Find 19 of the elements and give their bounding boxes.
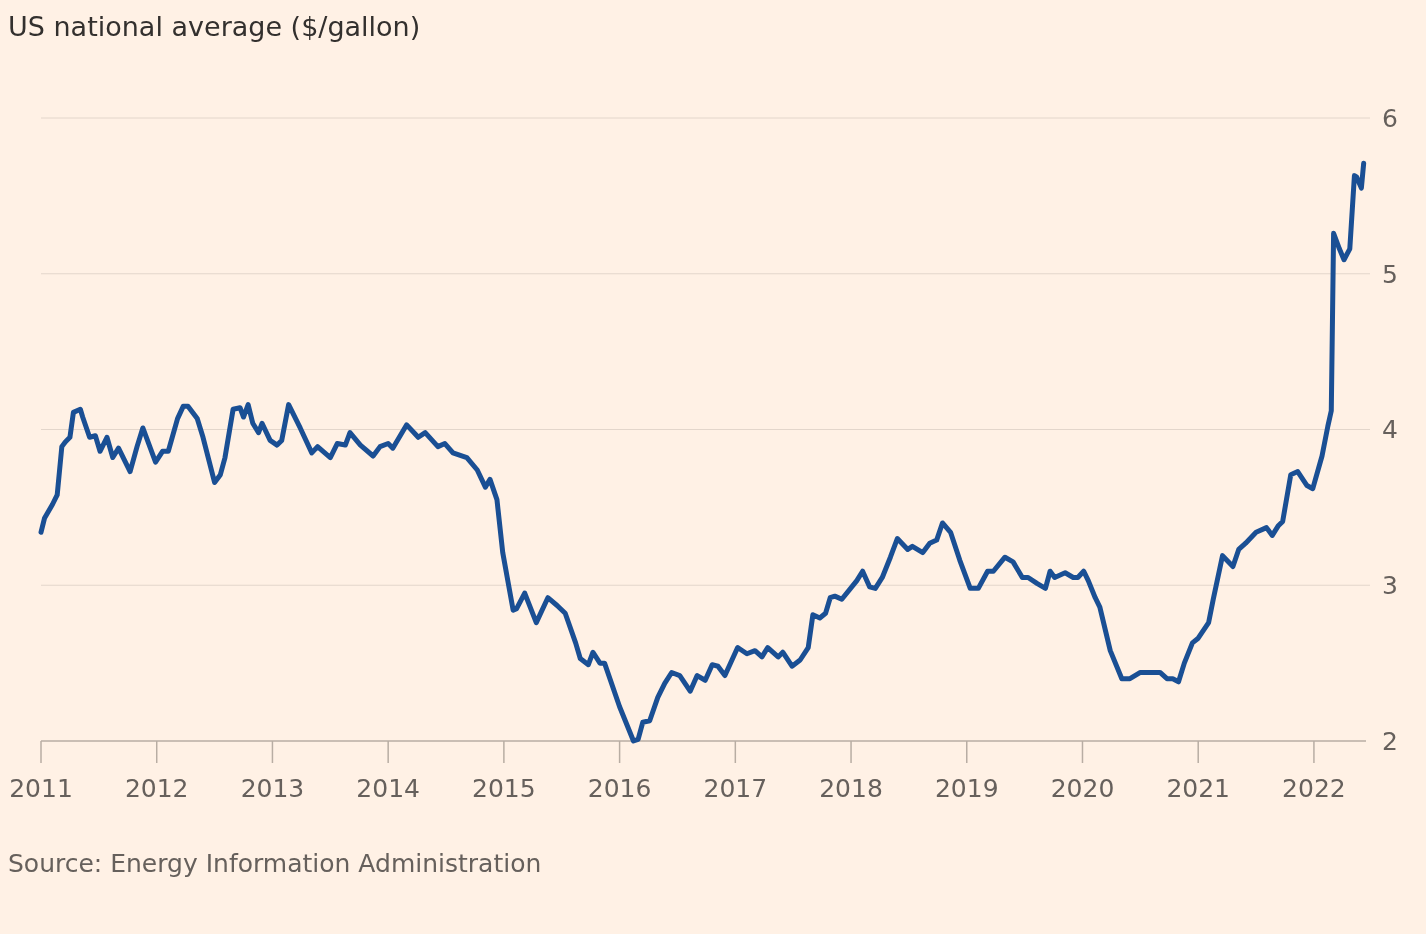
x-tick-label: 2021 [1166, 774, 1231, 803]
x-tick-label: 2016 [587, 774, 652, 803]
x-tick-label: 2012 [124, 774, 189, 803]
y-tick-label: 3 [1382, 571, 1398, 600]
x-tick-label: 2022 [1282, 774, 1346, 803]
x-tick-label: 2018 [819, 774, 883, 803]
x-tick-label: 2013 [240, 774, 305, 803]
source-note: Source: Energy Information Administration [8, 849, 542, 878]
x-tick-label: 2019 [934, 774, 999, 803]
x-tick-label: 2011 [9, 774, 73, 803]
x-tick-label: 2020 [1050, 774, 1115, 803]
y-tick-label: 5 [1382, 259, 1398, 289]
x-tick-label: 2014 [356, 774, 420, 803]
y-tick-label: 6 [1382, 103, 1398, 133]
x-tick-label: 2015 [472, 774, 536, 803]
x-tick-label: 2017 [703, 774, 768, 803]
chart-title: US national average ($/gallon) [8, 11, 421, 42]
y-tick-label: 2 [1382, 726, 1398, 756]
y-tick-label: 4 [1382, 415, 1398, 445]
